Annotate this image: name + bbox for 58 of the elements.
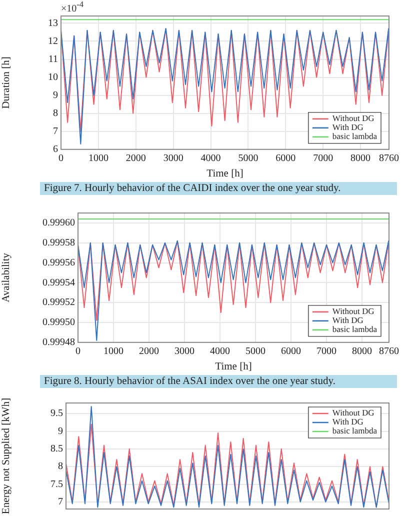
y-tick-label: 6 <box>53 144 58 156</box>
legend-label: basic lambda <box>332 426 378 436</box>
x-tick-label: 5000 <box>238 153 258 164</box>
y-tick-label: 12 <box>48 36 58 47</box>
caption: Figure 8. Hourly behavior of the ASAI index over the one year study. <box>40 375 397 388</box>
legend-label: basic lambda <box>332 324 378 334</box>
legend-label: Without DG <box>332 306 374 316</box>
y-tick-label: 9 <box>53 90 58 101</box>
y-tick-label: 8 <box>53 108 58 119</box>
x-tick-label: 1000 <box>104 346 124 358</box>
y-tick-label: 0.99960 <box>42 218 75 229</box>
legend-label: Without DG <box>332 113 374 124</box>
y-tick-label: 0.99950 <box>42 317 75 328</box>
x-axis-title: Time [h] <box>215 361 252 372</box>
y-tick-label: 11 <box>48 54 58 65</box>
y-tick-label: 0.99954 <box>42 277 75 288</box>
y-tick-label: 0.99958 <box>42 237 75 248</box>
x-tick-label: 3000 <box>163 153 184 164</box>
x-tick-label: 8760 <box>379 346 399 358</box>
y-tick-label: 8 <box>58 461 63 472</box>
y-tick-label: 7 <box>53 126 58 137</box>
x-tick-label: 8000 <box>350 153 371 164</box>
x-tick-label: 5000 <box>246 346 266 358</box>
y-axis-title: Duration [h] <box>1 56 12 109</box>
y-axis-title: Energy not Supplied [kWh] <box>1 398 12 514</box>
y-axis-title: Availability <box>1 252 12 302</box>
y-tick-label: 0.99952 <box>42 297 75 308</box>
y-tick-label: 0.99956 <box>42 257 75 268</box>
x-tick-label: 7000 <box>313 153 334 164</box>
x-tick-label: 6000 <box>281 346 302 358</box>
x-tick-label: 4000 <box>210 346 230 358</box>
x-tick-label: 7000 <box>316 346 337 358</box>
x-tick-label: 6000 <box>276 153 296 164</box>
x-axis-title: Time [h] <box>206 168 244 180</box>
x-tick-label: 8760 <box>379 153 399 164</box>
x-tick-label: 0 <box>76 346 80 358</box>
y-tick-label: 9.5 <box>50 408 63 420</box>
x-tick-label: 1000 <box>88 153 108 164</box>
y-tick-label: 0.99948 <box>42 337 75 348</box>
legend-label: basic lambda <box>332 131 378 142</box>
x-tick-label: 2000 <box>126 153 146 164</box>
x-tick-label: 3000 <box>174 346 195 358</box>
y-tick-label: 8.5 <box>50 444 63 455</box>
legend-label: With DG <box>332 122 364 132</box>
x-tick-label: 8000 <box>352 346 372 358</box>
legend-label: With DG <box>332 416 364 427</box>
y-tick-label: 9 <box>58 426 63 437</box>
text: ×10$^{-4}$ <box>61 0 84 14</box>
y-tick-label: 7 <box>58 496 63 508</box>
y-tick-label: 10 <box>48 72 58 83</box>
y-tick-label: 7.5 <box>50 478 63 490</box>
legend-label: Without DG <box>332 408 374 418</box>
x-tick-label: 4000 <box>200 153 221 164</box>
x-tick-label: 2000 <box>139 346 160 358</box>
x-tick-label: 0 <box>58 153 64 164</box>
legend-label: With DG <box>332 315 364 326</box>
caption: Figure 7. Hourly behavior of the CAIDI index over the one year study. <box>40 182 397 195</box>
y-tick-label: 13 <box>48 18 58 29</box>
